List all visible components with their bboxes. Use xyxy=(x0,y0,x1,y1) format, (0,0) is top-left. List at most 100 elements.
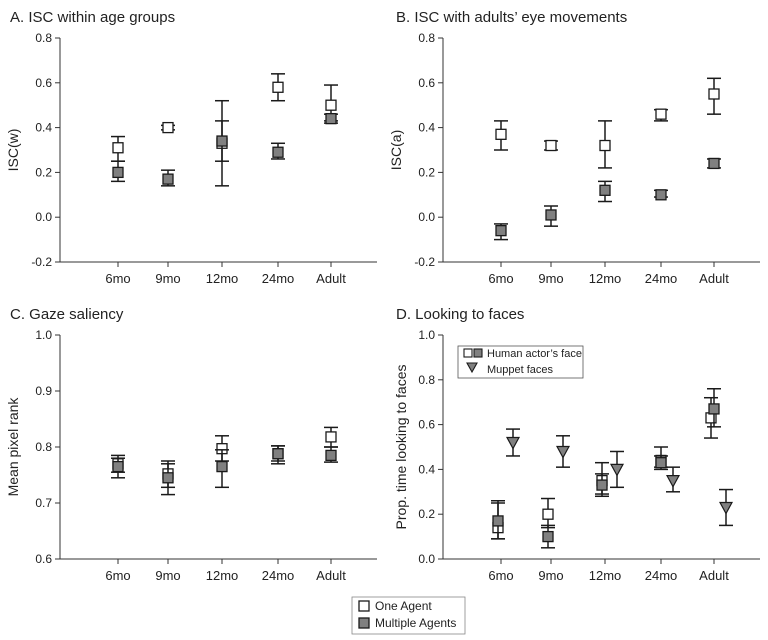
data-point-multiple-agents xyxy=(708,403,720,415)
x-tick-label: 12mo xyxy=(206,568,239,583)
y-tick-label: 0.0 xyxy=(35,210,52,224)
y-tick-label: 0.6 xyxy=(418,418,435,432)
x-tick-label: Adult xyxy=(316,568,346,583)
data-point-one-agent xyxy=(655,108,667,120)
y-tick-label: 0.6 xyxy=(35,76,52,90)
y-tick-label: 0.4 xyxy=(418,462,435,476)
x-tick-label: 9mo xyxy=(538,271,563,286)
legend-label-human-face: Human actor’s face xyxy=(487,348,582,360)
data-point-triangle xyxy=(718,501,734,515)
x-tick-label: 6mo xyxy=(488,271,513,286)
data-point-multiple-agents xyxy=(272,146,284,158)
data-point-one-agent xyxy=(272,81,284,93)
data-point-multiple-agents xyxy=(272,448,284,460)
x-tick-label: 24mo xyxy=(262,271,295,286)
panel-title: C. Gaze saliency xyxy=(10,306,124,323)
legend-label-one-agent: One Agent xyxy=(375,599,432,613)
data-point-multiple-agents xyxy=(655,457,667,469)
y-tick-label: 0.6 xyxy=(418,76,435,90)
panel-d-legend: Human actor’s face Muppet faces xyxy=(457,345,584,379)
data-point-triangle xyxy=(665,475,681,488)
panel-title: A. ISC within age groups xyxy=(10,9,175,26)
data-point-multiple-agents xyxy=(112,166,124,179)
x-tick-label: 12mo xyxy=(206,271,239,286)
x-tick-label: 24mo xyxy=(645,271,678,286)
x-tick-label: 9mo xyxy=(155,271,180,286)
data-point-one-agent xyxy=(545,139,557,152)
x-tick-label: Adult xyxy=(699,568,729,583)
legend-marker-triangle xyxy=(466,362,478,374)
y-tick-label: 0.2 xyxy=(35,165,52,179)
y-tick-label: -0.2 xyxy=(414,255,435,269)
data-point-triangle xyxy=(555,445,571,459)
data-point-multiple-agents xyxy=(708,157,720,170)
x-tick-label: 6mo xyxy=(105,568,130,583)
data-point-multiple-agents xyxy=(325,449,337,462)
data-point-multiple-agents xyxy=(325,112,337,125)
y-tick-label: 0.0 xyxy=(418,210,435,224)
y-tick-label: 1.0 xyxy=(418,328,435,342)
data-point-one-agent xyxy=(542,508,554,520)
panel-d: D. Looking to faces Prop. time looking to… xyxy=(393,306,760,583)
data-point-triangle xyxy=(609,463,625,477)
y-tick-label: 0.6 xyxy=(35,552,52,566)
y-axis-label: ISC(w) xyxy=(5,129,21,172)
panel-c: C. Gaze saliency Mean pixel rank 1.0 0.9 0.8… xyxy=(5,306,377,583)
data-point-multiple-agents xyxy=(545,209,557,221)
data-point-multiple-agents xyxy=(216,135,228,147)
data-point-one-agent xyxy=(112,142,124,154)
data-point-multiple-agents xyxy=(495,224,507,237)
panel-b: B. ISC with adults’ eye movements ISC(a) 0… xyxy=(388,9,760,286)
y-tick-label: 0.0 xyxy=(418,552,435,566)
x-tick-label: 24mo xyxy=(262,568,295,583)
legend-marker-face-filled xyxy=(473,348,483,358)
panel-title: B. ISC with adults’ eye movements xyxy=(396,9,627,26)
data-point-multiple-agents xyxy=(112,460,124,473)
y-tick-label: -0.2 xyxy=(31,255,52,269)
data-point-multiple-agents xyxy=(599,184,611,196)
y-tick-label: 0.2 xyxy=(418,165,435,179)
x-tick-label: 6mo xyxy=(488,568,513,583)
y-tick-label: 0.8 xyxy=(35,440,52,454)
data-point-multiple-agents xyxy=(162,173,174,185)
legend-label-multiple-agents: Multiple Agents xyxy=(375,616,456,630)
y-tick-label: 0.8 xyxy=(418,31,435,45)
data-point-one-agent xyxy=(162,121,174,134)
x-tick-label: Adult xyxy=(699,271,729,286)
data-point-multiple-agents xyxy=(492,515,504,527)
y-tick-label: 0.8 xyxy=(418,373,435,387)
x-tick-label: 12mo xyxy=(589,271,622,286)
x-tick-label: 6mo xyxy=(105,271,130,286)
y-tick-label: 0.7 xyxy=(35,496,52,510)
legend-marker-multiple-agents xyxy=(358,617,370,629)
data-point-multiple-agents xyxy=(596,479,608,491)
panel-a: A. ISC within age groups ISC(w) 0.8 0.6 0.4 0… xyxy=(5,9,377,286)
data-point-one-agent xyxy=(708,88,720,100)
y-tick-label: 0.8 xyxy=(35,31,52,45)
figure-legend: One Agent Multiple Agents xyxy=(351,596,466,635)
y-tick-label: 0.9 xyxy=(35,384,52,398)
legend-marker-face-open xyxy=(463,348,473,358)
data-point-one-agent xyxy=(599,139,611,152)
data-point-one-agent xyxy=(325,99,337,111)
x-tick-label: 9mo xyxy=(538,568,563,583)
panel-title: D. Looking to faces xyxy=(396,306,524,323)
y-tick-label: 0.4 xyxy=(35,121,52,135)
x-tick-label: Adult xyxy=(316,271,346,286)
x-tick-label: 9mo xyxy=(155,568,180,583)
legend-marker-one-agent xyxy=(358,600,370,612)
x-tick-label: 24mo xyxy=(645,568,678,583)
legend-label-muppet-faces: Muppet faces xyxy=(487,364,554,376)
data-point-one-agent xyxy=(325,431,337,443)
data-point-multiple-agents xyxy=(216,460,228,473)
data-point-one-agent xyxy=(495,128,507,140)
y-tick-label: 0.2 xyxy=(418,507,435,521)
y-tick-label: 1.0 xyxy=(35,328,52,342)
x-tick-label: 12mo xyxy=(589,568,622,583)
data-point-multiple-agents xyxy=(655,189,667,201)
y-axis-label: Mean pixel rank xyxy=(5,397,21,497)
y-axis-label: ISC(a) xyxy=(388,130,404,170)
data-point-multiple-agents xyxy=(162,472,174,484)
y-tick-label: 0.4 xyxy=(418,121,435,135)
